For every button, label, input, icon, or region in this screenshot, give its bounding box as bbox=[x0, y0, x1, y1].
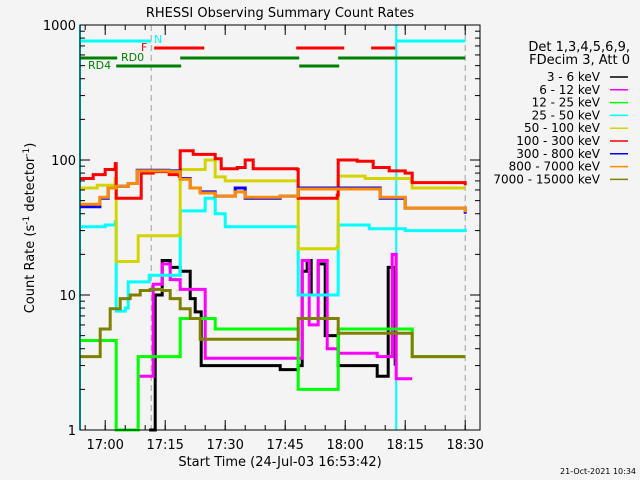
legend-label: 800 - 7000 keV bbox=[509, 160, 601, 174]
flag-label-rd4: RD4 bbox=[88, 59, 111, 72]
y-axis-label: Count Rate (s-1 detector-1) bbox=[22, 143, 38, 314]
x-tick-label: 18:15 bbox=[386, 438, 423, 453]
x-tick-label: 18:30 bbox=[446, 438, 483, 453]
flag-label-n: N bbox=[154, 33, 162, 46]
x-tick-label: 17:30 bbox=[206, 438, 243, 453]
legend-label: 50 - 100 keV bbox=[524, 121, 601, 135]
footer-timestamp: 21-Oct-2021 10:34 bbox=[560, 467, 636, 476]
x-tick-label: 17:00 bbox=[86, 438, 123, 453]
plot-frame bbox=[79, 24, 481, 431]
x-tick-label: 18:00 bbox=[326, 438, 363, 453]
flag-bars: N F RD0 RD4 bbox=[80, 33, 466, 72]
y-tick-label-100: 100 bbox=[51, 154, 76, 169]
legend-label: 300 - 800 keV bbox=[516, 147, 600, 161]
legend-label: 25 - 50 keV bbox=[532, 108, 601, 122]
flag-label-rd0: RD0 bbox=[121, 51, 144, 64]
series-line-6to12keV bbox=[137, 252, 413, 381]
series-line-7000to15000keV bbox=[80, 287, 466, 359]
series-line-50to100keV bbox=[80, 158, 466, 263]
legend-header-fdecim: FDecim 3, Att 0 bbox=[529, 53, 630, 68]
legend-label: 100 - 300 keV bbox=[516, 134, 600, 148]
legend: Det 1,3,4,5,6,9, FDecim 3, Att 0 3 - 6 k… bbox=[493, 40, 630, 186]
y-label-part: ) bbox=[23, 143, 38, 148]
series-group bbox=[80, 149, 467, 432]
x-axis-label: Start Time (24-Jul-03 16:53:42) bbox=[178, 455, 381, 470]
series-line-100to300keV bbox=[80, 149, 467, 200]
legend-header-detectors: Det 1,3,4,5,6,9, bbox=[528, 40, 630, 55]
x-tick-label: 17:15 bbox=[146, 438, 183, 453]
y-label-part: detector bbox=[23, 156, 38, 216]
flag-label-f: F bbox=[141, 41, 147, 54]
x-tick-label: 17:45 bbox=[266, 438, 303, 453]
y-tick-label-10: 10 bbox=[59, 289, 76, 304]
legend-label: 6 - 12 keV bbox=[539, 83, 601, 97]
legend-label: 7000 - 15000 keV bbox=[493, 172, 600, 186]
axes: 1 10 100 1000 17:00 17:15 17:30 17:45 18… bbox=[43, 19, 484, 453]
y-label-superscript: -1 bbox=[22, 148, 32, 157]
series-line-800to7000keV bbox=[80, 169, 467, 213]
legend-label: 3 - 6 keV bbox=[547, 70, 601, 84]
y-label-part: Count Rate (s bbox=[23, 225, 38, 314]
y-label-superscript: -1 bbox=[22, 216, 32, 225]
y-tick-label-1: 1 bbox=[68, 424, 76, 439]
legend-label: 12 - 25 keV bbox=[532, 96, 601, 110]
chart-title: RHESSI Observing Summary Count Rates bbox=[146, 6, 415, 21]
series-line-25to50keV bbox=[80, 196, 467, 313]
y-tick-label-1000: 1000 bbox=[43, 19, 76, 34]
